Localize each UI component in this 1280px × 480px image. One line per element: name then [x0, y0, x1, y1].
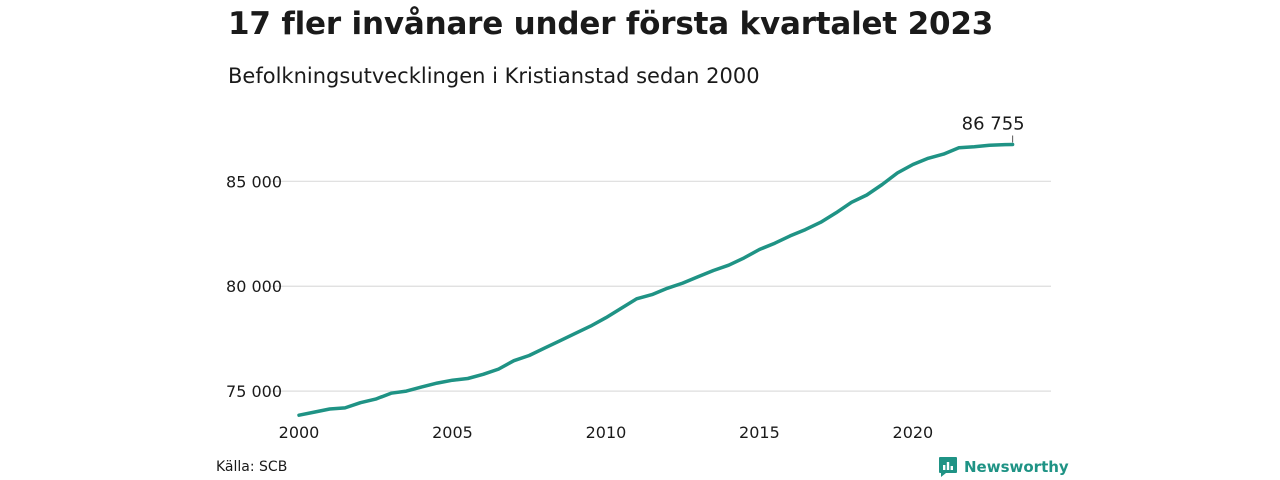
y-axis-ticks: 75 000 80 000 85 000	[226, 172, 282, 401]
gridlines	[270, 180, 1051, 392]
x-tick-label: 2010	[586, 423, 627, 442]
x-tick-label: 2005	[432, 423, 473, 442]
y-tick-label: 80 000	[226, 277, 282, 296]
x-axis-ticks: 2000 2005 2010 2015 2020	[279, 423, 934, 442]
chart-title: 17 fler invånare under första kvartalet …	[228, 6, 994, 42]
x-tick-label: 2000	[279, 423, 320, 442]
y-tick-label: 85 000	[226, 172, 282, 191]
series-line-0	[297, 142, 1015, 417]
source-note: Källa: SCB	[216, 459, 288, 475]
x-tick-label: 2015	[739, 423, 780, 442]
newsworthy-logo-icon	[939, 457, 957, 477]
x-tick-label: 2020	[893, 423, 934, 442]
brand-name: Newsworthy	[964, 458, 1069, 476]
end-value-label: 86 755	[962, 114, 1025, 135]
chart-subtitle: Befolkningsutvecklingen i Kristianstad s…	[228, 64, 760, 88]
end-label-layer: 86 755	[962, 114, 1025, 143]
y-tick-label: 75 000	[226, 382, 282, 401]
series-layer	[297, 142, 1015, 417]
brand-logo[interactable]: Newsworthy	[938, 456, 1069, 478]
